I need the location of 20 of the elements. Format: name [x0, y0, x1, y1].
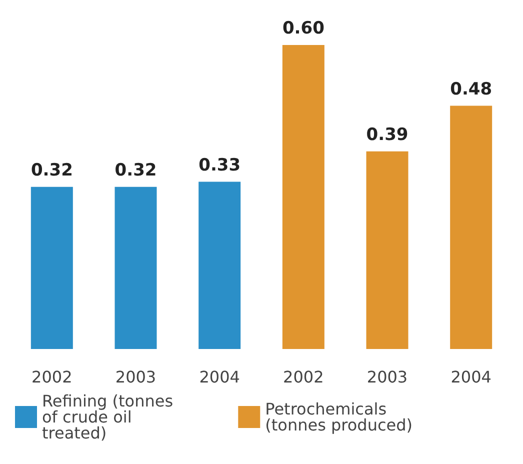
data-label: 0.32 [114, 160, 157, 180]
x-tick-label: 2002 [283, 368, 324, 386]
legend-label: Petrochemicals (tonnes produced) [265, 400, 412, 434]
x-tick-label: 2002 [32, 368, 72, 386]
x-tick-label: 2003 [115, 368, 156, 386]
data-label: 0.60 [282, 18, 325, 38]
bar [30, 186, 73, 349]
bar [450, 106, 492, 349]
bar [198, 182, 241, 349]
data-label: 0.48 [450, 79, 492, 100]
data-label: 0.32 [30, 160, 73, 180]
x-tick-label: 2004 [199, 368, 240, 386]
x-tick-label: 2004 [450, 368, 492, 386]
bar [282, 45, 324, 349]
data-label: 0.33 [198, 155, 241, 176]
x-tick-label: 2003 [366, 368, 408, 386]
data-label: 0.39 [366, 124, 408, 145]
bar [366, 151, 408, 349]
bar [114, 186, 157, 349]
legend-label: Refining (tonnes of crude oil treated) [42, 392, 178, 442]
